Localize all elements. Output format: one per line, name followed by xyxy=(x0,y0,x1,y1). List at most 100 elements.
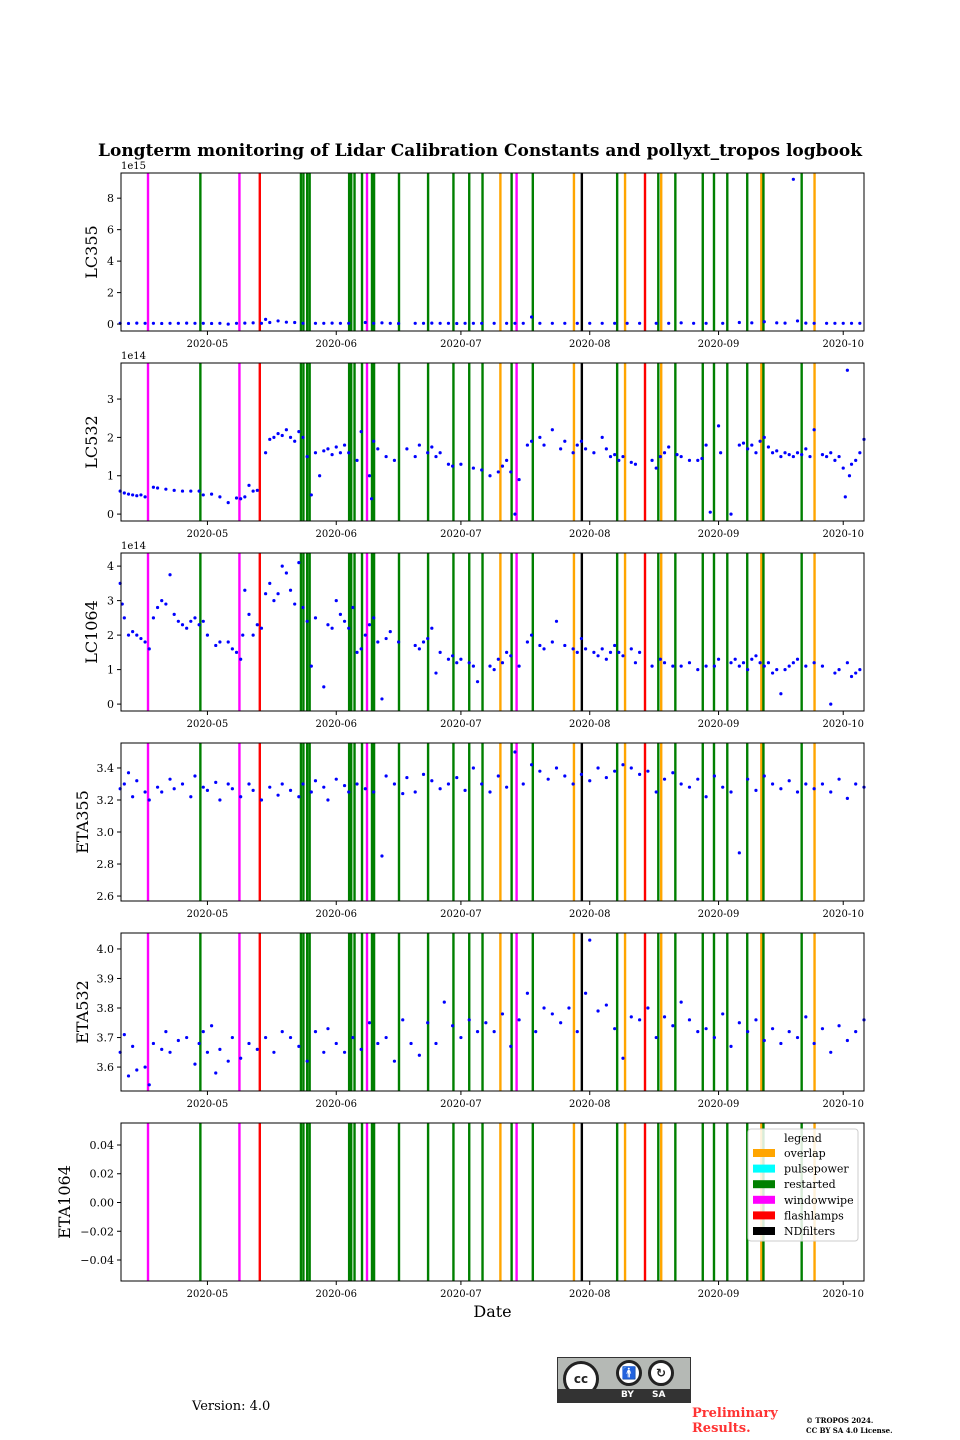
data-point xyxy=(716,424,721,428)
data-point xyxy=(409,1041,413,1046)
data-point xyxy=(322,321,326,325)
data-point xyxy=(168,777,172,781)
data-point xyxy=(700,456,704,461)
data-point xyxy=(342,783,347,788)
data-point xyxy=(550,321,554,325)
x-tick-label: 2020-07 xyxy=(440,909,482,920)
x-tick-label: 2020-07 xyxy=(440,1099,482,1110)
data-point xyxy=(326,1027,330,1031)
data-point xyxy=(841,321,845,325)
data-point xyxy=(783,321,787,325)
data-point xyxy=(754,654,758,658)
x-tick-label: 2020-10 xyxy=(822,1099,864,1110)
data-point xyxy=(197,623,201,627)
data-point xyxy=(241,633,245,637)
y-tick-label: 2.8 xyxy=(97,858,115,871)
data-point xyxy=(359,430,363,434)
data-point xyxy=(833,321,837,325)
data-point xyxy=(351,1035,355,1040)
data-point xyxy=(667,445,671,449)
data-point xyxy=(513,512,517,516)
data-point xyxy=(841,466,845,470)
data-point xyxy=(795,1035,800,1040)
data-point xyxy=(629,766,633,770)
data-point xyxy=(388,630,392,634)
data-point xyxy=(131,795,135,799)
data-point xyxy=(538,435,542,439)
data-point xyxy=(284,320,288,324)
data-point xyxy=(696,668,700,672)
data-point xyxy=(496,657,500,661)
data-point xyxy=(276,793,280,797)
data-point xyxy=(775,668,779,672)
data-point xyxy=(126,321,131,326)
data-point xyxy=(392,782,397,786)
data-point xyxy=(475,1030,480,1034)
data-point xyxy=(384,1035,388,1040)
data-point xyxy=(189,795,193,799)
data-point xyxy=(197,489,201,493)
cc-by-sa-badge[interactable]: cc 🚹 ↻ BY SA xyxy=(557,1357,691,1403)
data-point xyxy=(737,851,741,855)
data-point xyxy=(820,782,825,786)
data-point xyxy=(230,787,234,791)
data-point xyxy=(787,1030,791,1034)
y-tick-label: 8 xyxy=(107,192,114,205)
data-point xyxy=(525,640,530,644)
data-point xyxy=(608,454,613,459)
y-tick-label: 0.00 xyxy=(90,1197,115,1210)
data-point xyxy=(338,612,343,617)
y-tick-label: 3.6 xyxy=(97,1061,115,1074)
data-point xyxy=(168,321,172,325)
legend-label-NDfilters: NDfilters xyxy=(784,1225,835,1238)
data-point xyxy=(226,322,230,326)
data-point xyxy=(380,697,384,701)
data-point xyxy=(288,788,293,792)
data-point xyxy=(804,782,808,786)
data-point xyxy=(829,1050,833,1054)
x-tick-label: 2020-05 xyxy=(187,719,229,730)
data-point xyxy=(176,321,180,325)
data-point xyxy=(180,489,185,493)
data-point xyxy=(369,497,374,501)
data-point xyxy=(671,771,675,775)
data-point xyxy=(297,561,301,565)
data-point xyxy=(446,321,451,325)
data-point xyxy=(342,1050,347,1054)
data-point xyxy=(239,497,243,501)
data-point xyxy=(322,1050,326,1054)
data-point xyxy=(239,1056,243,1060)
data-point xyxy=(654,1035,658,1040)
data-point xyxy=(854,671,858,675)
y-tick-label: 2 xyxy=(107,431,114,444)
data-point xyxy=(168,1050,172,1054)
data-point xyxy=(596,654,600,658)
data-point xyxy=(588,938,592,942)
data-point xyxy=(583,647,588,651)
data-point xyxy=(214,1071,218,1075)
data-point xyxy=(251,788,255,792)
data-point xyxy=(143,790,147,794)
data-point xyxy=(621,654,625,658)
data-point xyxy=(513,750,517,754)
x-tick-label: 2020-05 xyxy=(187,529,229,540)
data-point xyxy=(197,1041,201,1046)
data-point xyxy=(721,321,725,325)
data-point xyxy=(446,657,451,661)
data-point xyxy=(704,1027,708,1031)
x-tick-label: 2020-05 xyxy=(187,1099,229,1110)
data-point xyxy=(226,500,230,505)
data-point xyxy=(330,321,334,325)
data-point xyxy=(754,451,758,455)
data-point xyxy=(309,664,313,668)
y-axis-label: ETA355 xyxy=(73,790,92,854)
data-point xyxy=(376,1041,380,1046)
data-point xyxy=(849,462,854,466)
data-point xyxy=(754,788,758,792)
data-point xyxy=(442,1000,446,1004)
data-point xyxy=(638,1018,642,1022)
panel-eta355: 2.6 2.8 3.0 3.2 3.4 2020-05 2020-06 2020-07 2020… xyxy=(73,742,866,920)
data-point xyxy=(430,779,434,783)
data-point xyxy=(209,321,214,326)
data-point xyxy=(505,458,509,463)
